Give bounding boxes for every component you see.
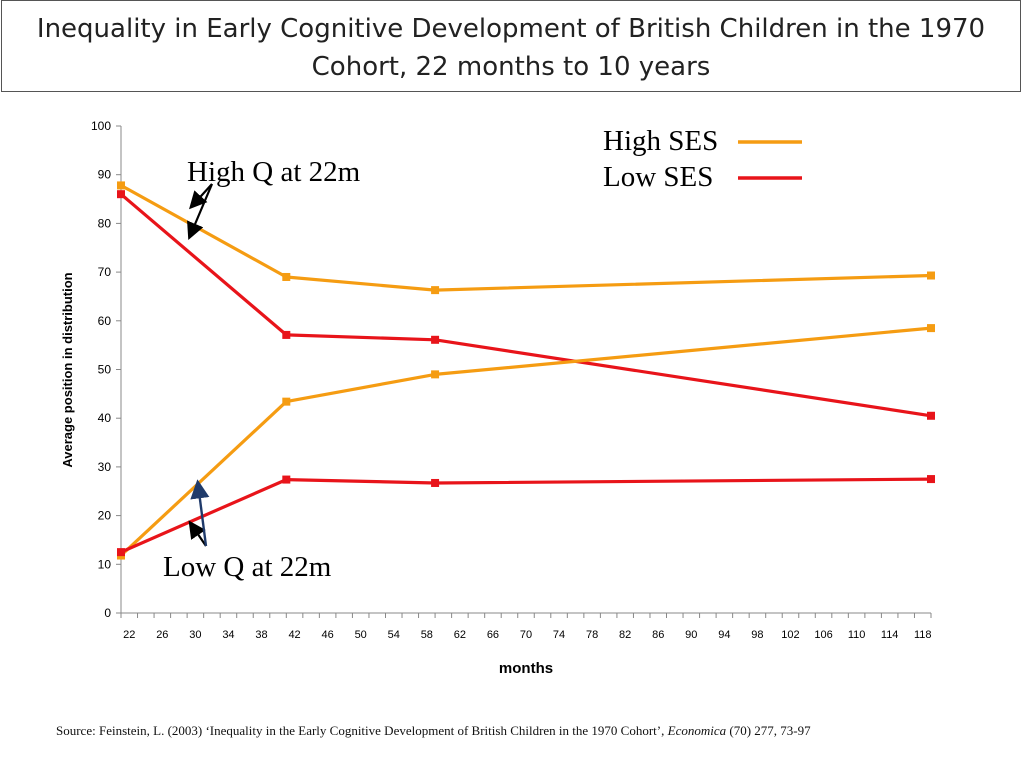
y-tick-label: 70 xyxy=(98,265,112,279)
data-point-high_q-low-ses xyxy=(431,335,440,344)
x-tick-label: 118 xyxy=(914,629,932,641)
x-tick-label: 98 xyxy=(751,629,763,641)
data-point-high_q-low-ses xyxy=(927,411,935,420)
data-point-high_q-high-ses xyxy=(927,271,935,280)
x-tick-label: 94 xyxy=(718,629,730,641)
series-line-low_q-high-ses xyxy=(119,326,932,557)
data-point-low_q-high-ses xyxy=(927,324,935,333)
data-point-low_q-high-ses xyxy=(431,370,440,379)
series-layer xyxy=(117,181,935,560)
y-tick-label: 20 xyxy=(98,509,112,523)
annotation-low-q: Low Q at 22m xyxy=(163,551,332,583)
x-tick-label: 86 xyxy=(652,629,664,641)
x-tick-label: 90 xyxy=(685,629,697,641)
source-prefix: Source: Feinstein, L. (2003) ‘Inequality… xyxy=(56,723,668,738)
source-citation: Source: Feinstein, L. (2003) ‘Inequality… xyxy=(56,723,1016,739)
series-line-high_q-low-ses xyxy=(119,192,932,418)
data-point-high_q-high-ses xyxy=(117,181,125,190)
data-point-high_q-high-ses xyxy=(282,272,291,281)
x-axis-label: months xyxy=(499,660,553,677)
x-tick-label: 78 xyxy=(586,629,598,641)
source-journal: Economica xyxy=(667,723,727,738)
series-line-high_q-high-ses xyxy=(120,184,932,292)
x-tick-label: 38 xyxy=(255,629,267,641)
y-tick-label: 10 xyxy=(98,557,112,571)
y-tick-label: 90 xyxy=(98,168,112,182)
x-tick-label: 74 xyxy=(553,629,565,641)
x-tick-label: 58 xyxy=(421,629,433,641)
legend-label: Low SES xyxy=(603,161,713,193)
arrow-low-q-2 xyxy=(190,479,210,547)
x-tick-label: 22 xyxy=(123,629,135,641)
data-point-low_q-low-ses xyxy=(117,548,125,557)
data-point-high_q-low-ses xyxy=(117,190,125,199)
source-suffix: (70) 277, 73-97 xyxy=(726,723,811,738)
data-point-low_q-low-ses xyxy=(282,475,291,484)
arrow-high-q-2 xyxy=(187,183,214,241)
x-tick-label: 54 xyxy=(388,629,400,641)
y-tick-label: 80 xyxy=(98,216,112,230)
legend-label: High SES xyxy=(603,125,718,157)
x-tick-label: 106 xyxy=(814,629,832,641)
x-tick-label: 70 xyxy=(520,629,532,641)
x-tick-label: 102 xyxy=(781,629,799,641)
annotations-layer: High Q at 22m Low Q at 22m xyxy=(163,156,361,583)
cognitive-development-chart: 0 10 20 30 40 50 60 70 80 90 100 22 26 30 34 38 42 46 50 54… xyxy=(60,119,935,677)
series-line-low_q-low-ses xyxy=(120,477,932,554)
y-tick-label: 60 xyxy=(98,314,112,328)
x-tick-label: 82 xyxy=(619,629,631,641)
data-point-high_q-low-ses xyxy=(282,330,291,339)
x-tick-label: 110 xyxy=(848,629,866,641)
title-line-1: Inequality in Early Cognitive Developmen… xyxy=(36,14,986,44)
x-tick-label: 26 xyxy=(156,629,168,641)
arrow-low-q-1 xyxy=(188,520,207,547)
x-tick-label: 46 xyxy=(322,629,334,641)
data-point-high_q-high-ses xyxy=(431,286,440,295)
x-tick-label: 62 xyxy=(454,629,466,641)
legend: High SES Low SES xyxy=(603,125,802,193)
y-tick-label: 0 xyxy=(104,606,111,620)
data-point-low_q-low-ses xyxy=(431,478,440,487)
x-tick-label: 50 xyxy=(355,629,367,641)
data-point-low_q-low-ses xyxy=(927,475,935,484)
y-axis-label: Average position in distribution xyxy=(60,272,75,467)
slide-title: Inequality in Early Cognitive Developmen… xyxy=(1,0,1021,92)
y-tick-label: 50 xyxy=(98,363,112,377)
title-line-2: Cohort, 22 months to 10 years xyxy=(311,52,711,82)
y-tick-label: 40 xyxy=(98,411,112,425)
arrow-high-q-1 xyxy=(189,183,213,210)
y-tick-label: 30 xyxy=(98,460,112,474)
x-tick-label: 66 xyxy=(487,629,499,641)
x-tick-label: 34 xyxy=(222,629,234,641)
x-tick-label: 30 xyxy=(189,629,201,641)
x-tick-label: 114 xyxy=(881,629,899,641)
axes: 0 10 20 30 40 50 60 70 80 90 100 22 26 30 34 38 42 46 50 54… xyxy=(91,119,932,641)
x-tick-label: 42 xyxy=(288,629,300,641)
annotation-high-q: High Q at 22m xyxy=(187,156,361,188)
y-tick-label: 100 xyxy=(91,119,111,133)
data-point-low_q-high-ses xyxy=(282,397,291,406)
